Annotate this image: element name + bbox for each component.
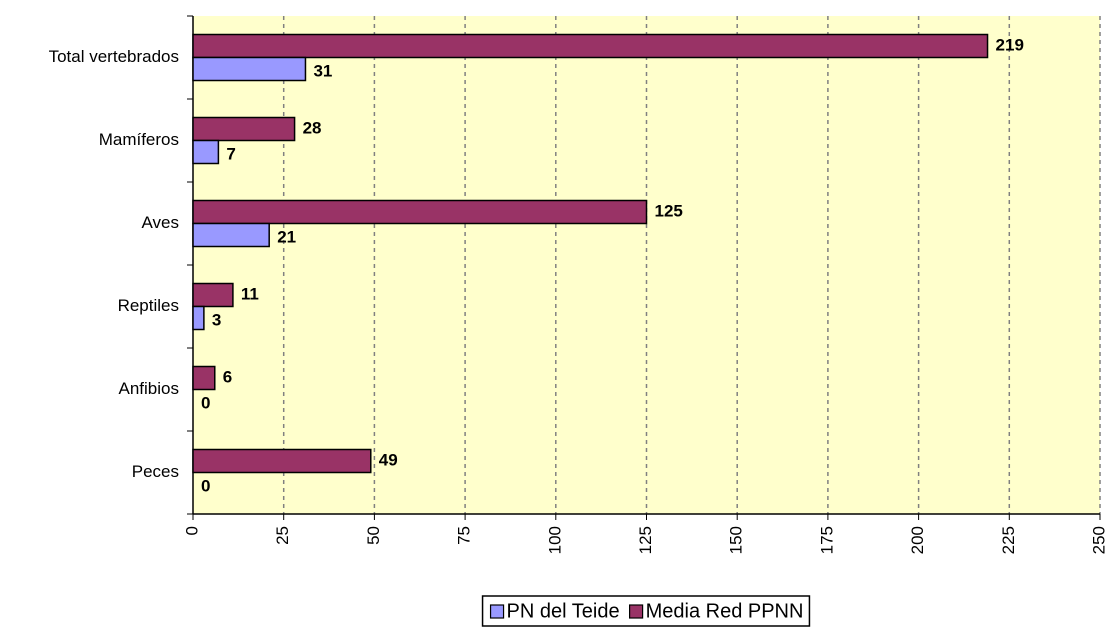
y-tick-label: Mamíferos bbox=[99, 130, 179, 149]
bar bbox=[192, 139, 220, 165]
x-tick-label: 125 bbox=[636, 526, 655, 554]
legend-label: Media Red PPNN bbox=[646, 600, 804, 622]
data-label: 11 bbox=[241, 284, 259, 303]
x-tick-label: 175 bbox=[817, 526, 836, 554]
data-label: 21 bbox=[277, 227, 296, 246]
y-tick-label: Anfibios bbox=[119, 379, 179, 398]
legend-swatch bbox=[489, 604, 505, 619]
x-tick-label: 250 bbox=[1089, 526, 1108, 554]
data-label: 31 bbox=[313, 61, 332, 80]
legend-label: PN del Teide bbox=[507, 600, 620, 622]
bar bbox=[192, 305, 205, 331]
data-label: 7 bbox=[226, 144, 235, 163]
x-tick-label: 0 bbox=[182, 526, 201, 535]
data-label: 125 bbox=[655, 201, 683, 220]
data-label: 28 bbox=[303, 118, 322, 137]
bar bbox=[192, 222, 270, 248]
bar bbox=[192, 56, 307, 82]
x-tick-label: 75 bbox=[455, 526, 474, 545]
bar bbox=[192, 33, 989, 59]
data-label: 0 bbox=[201, 476, 210, 495]
bar bbox=[192, 365, 216, 391]
x-tick-label: 25 bbox=[273, 526, 292, 545]
x-tick-label: 100 bbox=[545, 526, 564, 554]
data-label: 0 bbox=[201, 393, 210, 412]
bar bbox=[192, 448, 372, 474]
data-label: 3 bbox=[212, 310, 221, 329]
y-tick-label: Peces bbox=[132, 462, 179, 481]
x-tick-label: 200 bbox=[908, 526, 927, 554]
y-tick-label: Reptiles bbox=[118, 296, 179, 315]
legend-swatch bbox=[629, 604, 644, 619]
bar bbox=[192, 282, 234, 308]
data-label: 49 bbox=[379, 450, 398, 469]
legend-box bbox=[481, 595, 811, 627]
legend: PN del Teide Media Red PPNN bbox=[481, 595, 811, 627]
x-tick-label: 50 bbox=[364, 526, 383, 545]
x-tick-label: 150 bbox=[727, 526, 746, 554]
data-label: 6 bbox=[223, 367, 232, 386]
bar bbox=[192, 199, 648, 225]
data-label: 219 bbox=[996, 35, 1024, 54]
y-tick-label: Total vertebrados bbox=[49, 47, 179, 66]
y-tick-label: Aves bbox=[142, 213, 180, 232]
x-tick-label: 225 bbox=[999, 526, 1018, 554]
bar bbox=[192, 116, 296, 142]
